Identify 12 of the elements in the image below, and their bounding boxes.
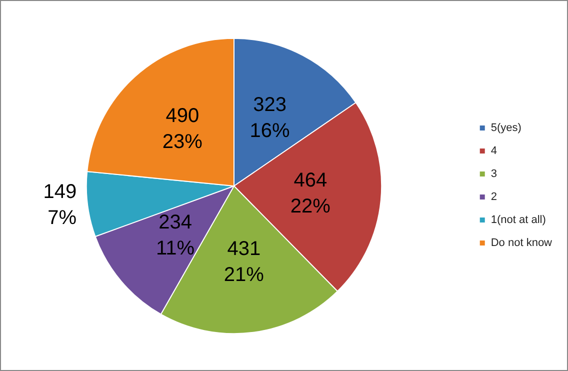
data-label: 464 22%: [290, 169, 331, 218]
legend-label: 2: [490, 191, 497, 203]
data-label: 149 7%: [43, 180, 77, 229]
legend-label: 1(not at all): [490, 214, 546, 226]
data-label: 490 23%: [162, 105, 203, 154]
data-label: 431 21%: [224, 238, 264, 286]
data-label: 234 11%: [156, 212, 195, 260]
data-label: 323 16%: [250, 94, 290, 142]
legend-label: Do not know: [490, 237, 552, 249]
legend-label: 3: [490, 168, 497, 180]
legend-label: 4: [490, 145, 497, 157]
legend-label: 5(yes): [490, 122, 522, 134]
